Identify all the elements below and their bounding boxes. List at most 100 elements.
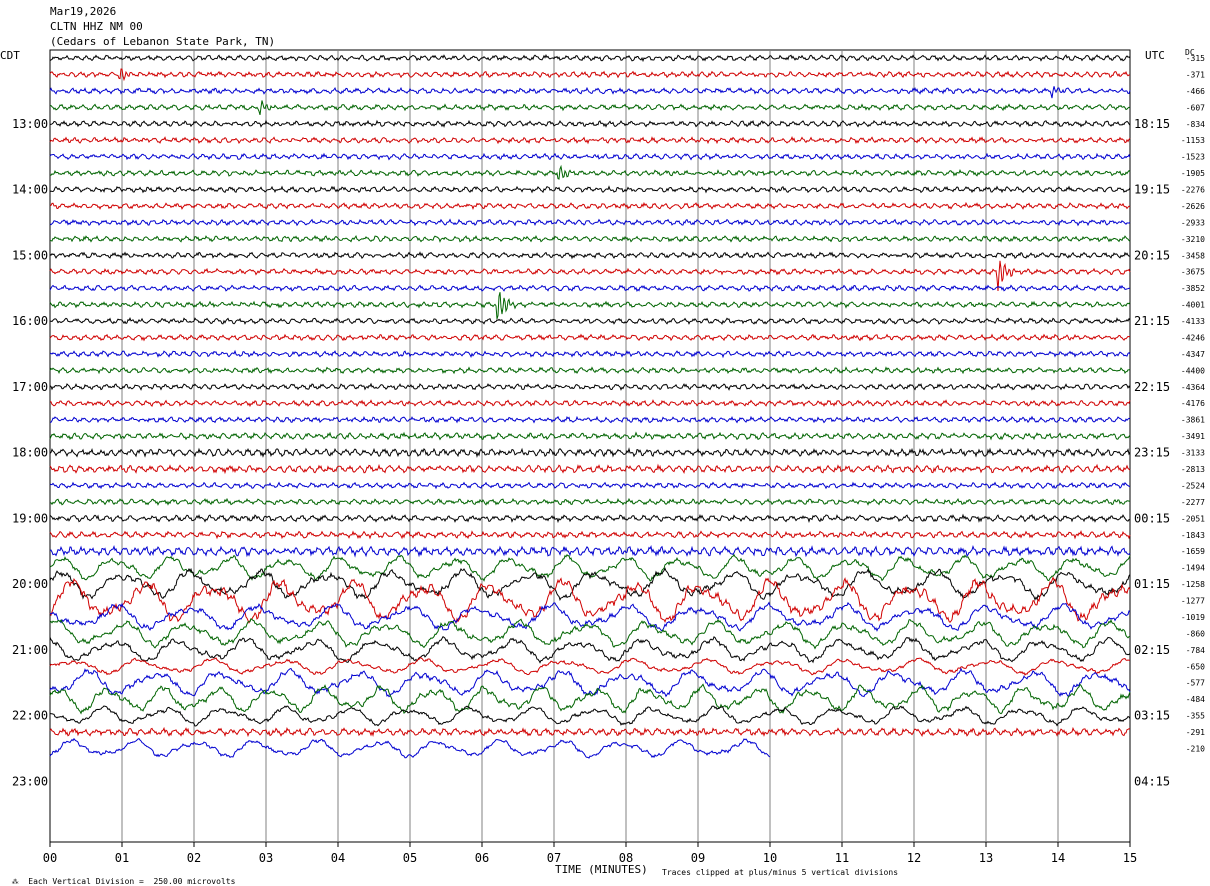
x-tick-label: 10 bbox=[763, 851, 777, 865]
seismic-trace bbox=[49, 185, 1131, 194]
left-hour-label: 13:00 bbox=[12, 117, 48, 131]
left-hour-label: 21:00 bbox=[12, 643, 48, 657]
seismic-trace bbox=[49, 705, 1131, 727]
seismic-trace bbox=[49, 545, 1131, 558]
seismic-trace bbox=[49, 513, 1131, 524]
right-hour-label: 19:15 bbox=[1134, 183, 1170, 197]
seismic-trace bbox=[49, 53, 1131, 63]
trace-dc-offset-label: -1277 bbox=[1181, 597, 1205, 606]
trace-dc-offset-label: -2813 bbox=[1181, 465, 1205, 474]
left-hour-label: 18:00 bbox=[12, 446, 48, 460]
seismic-trace bbox=[49, 431, 1131, 441]
right-hour-label: 00:15 bbox=[1134, 511, 1170, 525]
seismic-trace bbox=[49, 218, 1131, 227]
x-tick-label: 03 bbox=[259, 851, 273, 865]
left-hour-label: 20:00 bbox=[12, 577, 48, 591]
seismic-trace bbox=[49, 636, 1131, 664]
trace-dc-offset-label: -466 bbox=[1186, 87, 1205, 96]
trace-dc-offset-label: -2626 bbox=[1181, 202, 1205, 211]
trace-dc-offset-label: -484 bbox=[1186, 695, 1205, 704]
right-hour-label: 01:15 bbox=[1134, 577, 1170, 591]
trace-dc-offset-label: -1153 bbox=[1181, 136, 1205, 145]
left-hour-label: 16:00 bbox=[12, 314, 48, 328]
trace-dc-offset-label: -3675 bbox=[1181, 268, 1205, 277]
seismic-trace bbox=[49, 251, 1131, 260]
seismic-trace bbox=[50, 349, 1131, 359]
trace-dc-offset-label: -3852 bbox=[1181, 284, 1205, 293]
x-tick-label: 04 bbox=[331, 851, 345, 865]
seismic-trace bbox=[49, 284, 1130, 293]
seismic-trace bbox=[49, 136, 1131, 145]
seismic-trace bbox=[49, 86, 1131, 99]
trace-dc-offset-label: -4347 bbox=[1181, 350, 1205, 359]
seismic-trace bbox=[49, 164, 1131, 180]
seismic-trace bbox=[49, 201, 1131, 211]
right-hour-label: 02:15 bbox=[1134, 643, 1170, 657]
seismic-trace bbox=[49, 100, 1131, 116]
seismic-trace bbox=[49, 667, 1131, 698]
x-tick-label: 12 bbox=[907, 851, 921, 865]
trace-dc-offset-label: -2933 bbox=[1181, 218, 1205, 227]
x-tick-label: 13 bbox=[979, 851, 993, 865]
x-tick-label: 11 bbox=[835, 851, 849, 865]
clip-note: Traces clipped at plus/minus 5 vertical … bbox=[662, 868, 899, 877]
right-hour-label: 21:15 bbox=[1134, 314, 1170, 328]
trace-dc-offset-label: -2524 bbox=[1181, 481, 1205, 490]
x-tick-label: 00 bbox=[43, 851, 57, 865]
seismic-trace bbox=[49, 601, 1131, 632]
seismic-trace bbox=[50, 234, 1131, 243]
trace-dc-offset-label: -577 bbox=[1186, 679, 1205, 688]
seismic-trace bbox=[50, 119, 1131, 128]
seismic-trace bbox=[49, 530, 1131, 540]
right-hour-label: 20:15 bbox=[1134, 248, 1170, 262]
date-label: Mar19,2026 bbox=[50, 5, 117, 18]
x-axis-title: TIME (MINUTES) bbox=[555, 863, 648, 876]
seismic-trace bbox=[49, 152, 1131, 161]
left-hour-label: 22:00 bbox=[12, 709, 48, 723]
x-tick-label: 06 bbox=[475, 851, 489, 865]
seismic-trace bbox=[49, 415, 1131, 424]
left-timezone-label: CDT bbox=[0, 49, 20, 62]
seismic-trace bbox=[49, 618, 1130, 650]
trace-dc-offset-label: -607 bbox=[1186, 103, 1205, 112]
scale-note-icon: ⁂ bbox=[11, 878, 19, 886]
left-hour-label: 17:00 bbox=[12, 380, 48, 394]
x-tick-label: 07 bbox=[547, 851, 561, 865]
seismic-trace bbox=[49, 497, 1131, 506]
x-tick-label: 02 bbox=[187, 851, 201, 865]
seismic-trace bbox=[49, 481, 1131, 490]
location-label: (Cedars of Lebanon State Park, TN) bbox=[50, 35, 276, 48]
trace-dc-offset-label: -355 bbox=[1186, 712, 1205, 721]
trace-dc-offset-label: -834 bbox=[1186, 120, 1205, 129]
seismic-trace bbox=[49, 683, 1131, 715]
trace-dc-offset-label: -650 bbox=[1186, 662, 1205, 671]
seismic-trace bbox=[49, 333, 1131, 342]
x-tick-label: 08 bbox=[619, 851, 633, 865]
x-tick-label: 14 bbox=[1051, 851, 1065, 865]
plot-frame bbox=[49, 49, 1131, 843]
right-hour-label: 23:15 bbox=[1134, 446, 1170, 460]
trace-dc-offset-label: -4364 bbox=[1181, 383, 1205, 392]
right-hour-label: 18:15 bbox=[1134, 117, 1170, 131]
trace-dc-offset-label: -1659 bbox=[1181, 547, 1205, 556]
trace-dc-offset-label: -210 bbox=[1186, 744, 1205, 753]
trace-dc-offset-label: -1258 bbox=[1181, 580, 1205, 589]
seismic-trace bbox=[49, 382, 1131, 391]
x-tick-label: 15 bbox=[1123, 851, 1137, 865]
seismic-trace bbox=[49, 447, 1131, 459]
seismic-trace bbox=[49, 553, 1131, 582]
seismic-trace bbox=[49, 366, 1131, 375]
trace-dc-offset-label: -860 bbox=[1186, 629, 1205, 638]
seismic-trace bbox=[49, 399, 1131, 408]
right-hour-label: 03:15 bbox=[1134, 709, 1170, 723]
seismic-trace bbox=[49, 292, 1131, 320]
trace-dc-offset-label: -3458 bbox=[1181, 251, 1205, 260]
right-hour-label: 04:15 bbox=[1134, 774, 1170, 788]
x-tick-label: 05 bbox=[403, 851, 417, 865]
seismic-trace bbox=[49, 657, 1130, 676]
x-tick-label: 01 bbox=[115, 851, 129, 865]
left-hour-label: 14:00 bbox=[12, 183, 48, 197]
trace-dc-offset-label: -3861 bbox=[1181, 416, 1205, 425]
trace-dc-offset-label: -1494 bbox=[1181, 564, 1205, 573]
